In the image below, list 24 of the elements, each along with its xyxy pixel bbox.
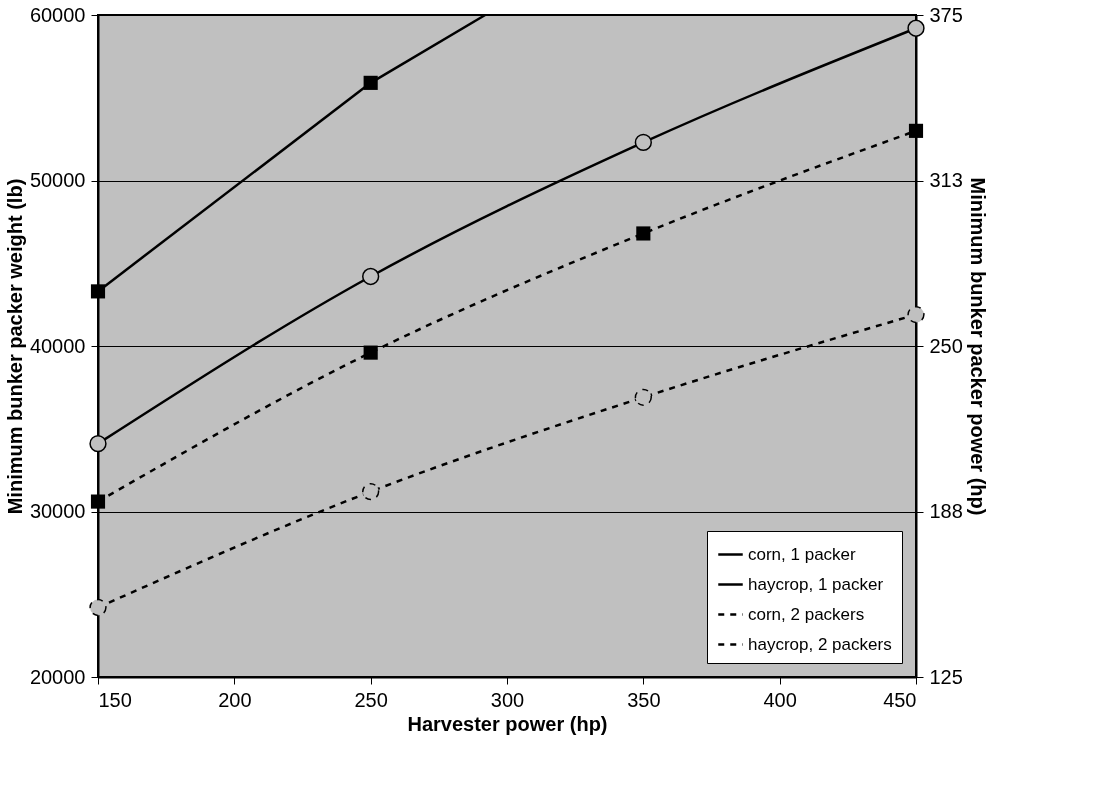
y-axis-title: Minimum bunker packer weight (lb) <box>3 178 26 515</box>
y-tick-label: 30000 <box>29 500 86 522</box>
x-tick-label: 350 <box>627 688 661 711</box>
y2-tick-label: 250 <box>929 334 963 357</box>
y-tick-label: 20000 <box>29 665 86 688</box>
legend-label: haycrop, 1 packer <box>748 574 884 594</box>
y-tick-label: 60000 <box>29 3 86 26</box>
legend-label: haycrop, 2 packers <box>748 634 892 654</box>
y2-tick-label: 125 <box>929 665 963 688</box>
y2-tick-label: 313 <box>929 169 963 191</box>
y2-tick-label: 375 <box>929 3 963 26</box>
y2-axis-title: Minimum bunker packer power (hp) <box>966 177 989 516</box>
x-tick-label: 250 <box>354 688 388 711</box>
y-tick-label: 50000 <box>29 169 86 191</box>
x-tick-label: 450 <box>883 688 917 711</box>
legend-label: corn, 1 packer <box>748 544 857 564</box>
x-tick-label: 400 <box>763 688 797 711</box>
legend-label: corn, 2 packers <box>748 604 865 624</box>
x-tick-label: 300 <box>490 688 525 711</box>
x-tick-label: 150 <box>98 688 132 711</box>
x-axis-title: Harvester power (hp) <box>407 712 608 735</box>
y2-tick-label: 188 <box>929 500 963 522</box>
x-tick-label: 200 <box>218 688 252 711</box>
y-tick-label: 40000 <box>29 334 86 357</box>
